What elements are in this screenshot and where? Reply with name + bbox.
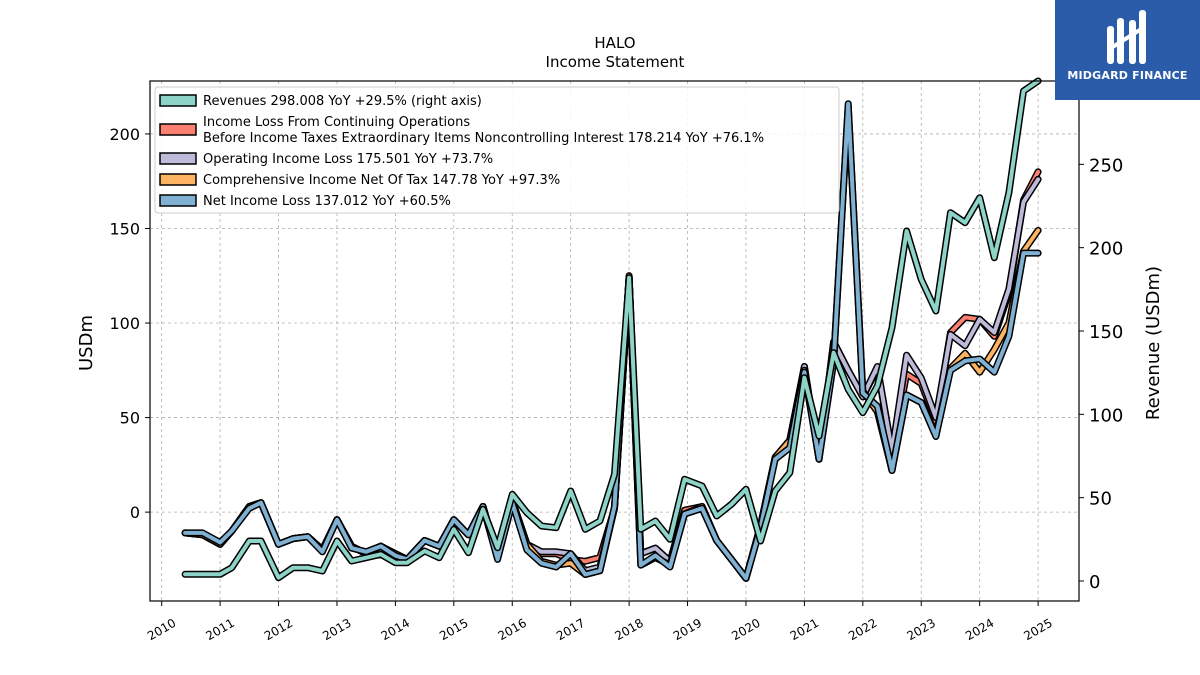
chart-title: HALO: [594, 34, 635, 52]
legend-swatch: [159, 194, 197, 207]
y-right-tick-label: 150: [1089, 322, 1123, 343]
y-tick-label: 100: [109, 314, 140, 333]
legend-label: Operating Income Loss 175.501 YoY +73.7%: [203, 152, 493, 167]
brand-name: MIDGARD FINANCE: [1067, 69, 1188, 82]
x-tick-label: 2019: [671, 616, 704, 643]
x-tick-label: 2012: [262, 616, 295, 643]
legend-swatch: [159, 123, 197, 136]
x-tick-label: 2011: [203, 616, 236, 643]
legend-swatch: [159, 152, 197, 165]
legend-label: Revenues 298.008 YoY +29.5% (right axis): [203, 94, 482, 109]
plot-frame: [149, 80, 1080, 602]
x-tick-label: 2025: [1021, 616, 1054, 643]
x-tick-label: 2021: [788, 616, 821, 643]
legend-frame: [154, 86, 840, 214]
y-right-tick-label: 100: [1089, 405, 1123, 426]
y-right-tick-label: 0: [1089, 572, 1100, 593]
x-tick-label: 2010: [145, 616, 178, 643]
legend: Revenues 298.008 YoY +29.5% (right axis)…: [154, 86, 840, 214]
y-tick-label: 50: [120, 409, 140, 428]
y-tick-label: 150: [109, 219, 140, 238]
series-line: [183, 101, 1041, 581]
legend-swatch: [159, 94, 197, 107]
x-tick-label: 2017: [554, 616, 587, 643]
y-right-tick-label: 50: [1089, 489, 1112, 510]
brand-logo: MIDGARD FINANCE: [1055, 0, 1200, 100]
legend-label: Net Income Loss 137.012 YoY +60.5%: [203, 194, 451, 209]
x-axis: 2010 2011 2012 2013 2014 2015 2016 2017 2018 2019…: [145, 601, 1055, 643]
y-axis-right-label: Revenue (USDm): [1143, 266, 1164, 420]
chart-subtitle: Income Statement: [546, 53, 685, 71]
x-tick-label: 2013: [320, 616, 353, 643]
y-axis-left: 0 50 100 150 200: [109, 125, 150, 522]
x-tick-label: 2018: [612, 616, 645, 643]
y-axis-label: USDm: [76, 315, 97, 371]
x-tick-label: 2023: [905, 616, 938, 643]
y-axis-right: 050100150200250300: [1079, 72, 1123, 593]
y-tick-label: 0: [130, 503, 140, 522]
series-layer: [181, 77, 1042, 582]
legend-label: Income Loss From Continuing Operations: [203, 115, 470, 130]
x-tick-label: 2020: [729, 616, 762, 643]
x-tick-label: 2024: [963, 616, 996, 643]
y-right-tick-label: 200: [1089, 239, 1123, 260]
y-right-tick-label: 250: [1089, 155, 1123, 176]
x-tick-label: 2022: [846, 616, 879, 643]
legend-swatch: [159, 173, 197, 186]
legend-label: Comprehensive Income Net Of Tax 147.78 Y…: [203, 173, 560, 188]
x-tick-label: 2014: [379, 616, 412, 643]
legend-label: Before Income Taxes Extraordinary Items …: [203, 131, 764, 146]
brand-mark-icon: [1107, 10, 1146, 64]
series-line: [183, 79, 1041, 580]
x-tick-label: 2016: [496, 616, 529, 643]
y-tick-label: 200: [109, 125, 140, 144]
x-tick-label: 2015: [437, 616, 470, 643]
